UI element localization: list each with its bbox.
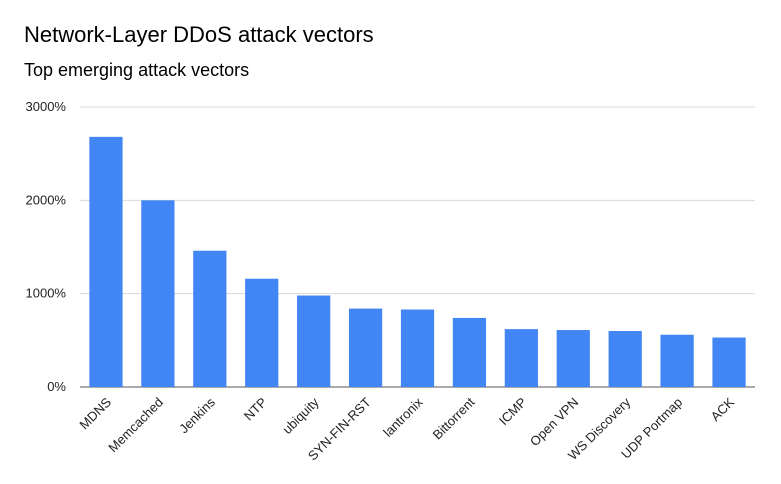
chart-title: Network-Layer DDoS attack vectors — [24, 22, 374, 47]
x-tick-label: NTP — [241, 395, 270, 424]
y-tick-label: 2000% — [26, 192, 67, 207]
bar-lantronix — [400, 309, 435, 387]
bars — [89, 136, 746, 387]
bar-udp-portmap — [660, 334, 694, 387]
y-axis-ticks: 0% 1000% 2000% 3000% — [26, 99, 67, 394]
bar-jenkins — [193, 250, 227, 387]
bar-bittorrent — [452, 317, 487, 387]
x-tick-label: MDNS — [76, 394, 114, 432]
bar-ntp — [245, 278, 279, 387]
bar-ubiquity — [297, 295, 331, 387]
x-tick-label: Memcached — [105, 395, 166, 456]
y-tick-label: 1000% — [26, 286, 67, 301]
x-tick-label: Bittorrent — [430, 394, 478, 442]
chart-subtitle: Top emerging attack vectors — [24, 60, 250, 80]
bar-ws-discovery — [608, 331, 642, 387]
x-tick-label: ICMP — [496, 395, 530, 429]
y-tick-label: 3000% — [26, 99, 67, 114]
bar-mdns — [89, 136, 123, 387]
bar-memcached — [141, 200, 175, 387]
x-tick-label: Jenkins — [176, 394, 218, 436]
bar-icmp — [504, 329, 538, 387]
x-tick-label: ACK — [708, 394, 738, 424]
x-tick-label: ubiquity — [279, 394, 322, 437]
bar-syn-fin-rst — [348, 308, 383, 387]
x-tick-label: lantronix — [380, 394, 426, 440]
x-tick-label: Open VPN — [527, 395, 582, 450]
bar-ack — [712, 337, 746, 387]
y-tick-label: 0% — [47, 379, 66, 394]
bar-open-vpn — [556, 330, 590, 387]
